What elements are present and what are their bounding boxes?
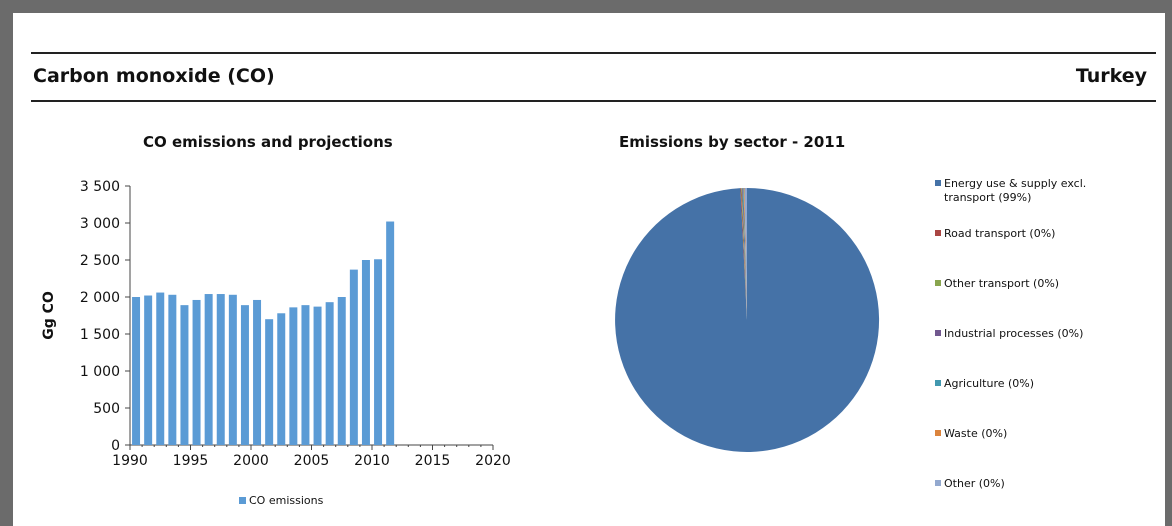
bar [301,305,310,445]
y-tick-label: 3 000 [80,216,120,232]
bar-chart-title: CO emissions and projections [143,133,393,151]
y-tick-label: 0 [111,438,120,454]
country-title: Turkey [1075,65,1147,87]
pie-chart [615,187,880,452]
pie-legend-item: Road transport (0%) [935,227,1055,241]
pie-slice [615,187,880,452]
bar [204,294,213,445]
legend-swatch [935,430,941,436]
header-rule-top [31,52,1156,54]
y-axis-label: Gg CO [41,291,57,340]
bar [228,294,237,445]
legend-swatch [935,280,941,286]
bar [168,294,177,445]
bar [337,297,346,445]
pie-legend-item: Waste (0%) [935,427,1007,441]
bar [132,297,141,445]
header-rule-bottom [31,100,1156,102]
pie-legend-item: Other transport (0%) [935,277,1059,291]
legend-swatch [239,497,246,504]
pie-legend-item: Energy use & supply excl. transport (99%… [935,177,1134,205]
pie-slice [744,187,747,320]
pie-legend-item: Other (0%) [935,477,1005,491]
pie-slice [743,188,747,320]
pie-slice [741,188,747,320]
legend-label: Other (0%) [944,477,1005,490]
legend-swatch [935,180,941,186]
bar [144,295,153,445]
pie-slice [740,188,747,320]
legend-label: Energy use & supply excl. transport (99%… [944,177,1087,204]
bar [180,305,189,445]
y-tick-label: 2 000 [80,290,120,306]
pie-slice [742,188,747,320]
pie-legend-item: Industrial processes (0%) [935,327,1083,341]
legend-label: CO emissions [249,494,324,507]
x-tick-label: 1990 [112,453,148,469]
y-tick-label: 3 500 [80,179,120,195]
y-tick-label: 1 500 [80,327,120,343]
legend-swatch [935,230,941,236]
x-tick-label: 2000 [233,453,269,469]
legend-label: Road transport (0%) [944,227,1056,240]
legend-label: Agriculture (0%) [944,377,1035,390]
bar [361,260,370,445]
legend-label: Other transport (0%) [944,277,1060,290]
bar [374,259,383,445]
bar [325,302,334,445]
bar [216,294,225,445]
x-tick-label: 2020 [475,453,511,469]
bar [156,292,165,445]
bar [277,313,286,445]
legend-swatch [935,330,941,336]
pie-chart-title: Emissions by sector - 2011 [619,133,846,151]
pollutant-title: Carbon monoxide (CO) [33,65,275,87]
y-tick-label: 2 500 [80,253,120,269]
bar [253,299,262,445]
bar [386,221,395,445]
legend-label: Industrial processes (0%) [944,327,1084,340]
legend-label: Waste (0%) [944,427,1008,440]
pie-legend-item: Agriculture (0%) [935,377,1034,391]
bar-chart: 0 500 1 000 1 500 2 000 2 500 3 000 3 500 1990 19… [41,179,511,507]
x-tick-label: 2010 [354,453,390,469]
bar [265,319,274,445]
x-tick-label: 2005 [294,453,330,469]
legend-swatch [935,480,941,486]
report-panel: Carbon monoxide (CO) Turkey CO emissions… [13,13,1165,526]
bar [289,307,298,445]
x-tick-label: 2015 [415,453,451,469]
bar [192,299,201,445]
bar [349,269,358,445]
bar [240,305,249,445]
x-tick-label: 1995 [173,453,209,469]
bar [313,306,322,445]
legend-swatch [935,380,941,386]
y-tick-label: 1 000 [80,364,120,380]
pie-slice [742,188,747,320]
y-tick-label: 500 [93,401,120,417]
